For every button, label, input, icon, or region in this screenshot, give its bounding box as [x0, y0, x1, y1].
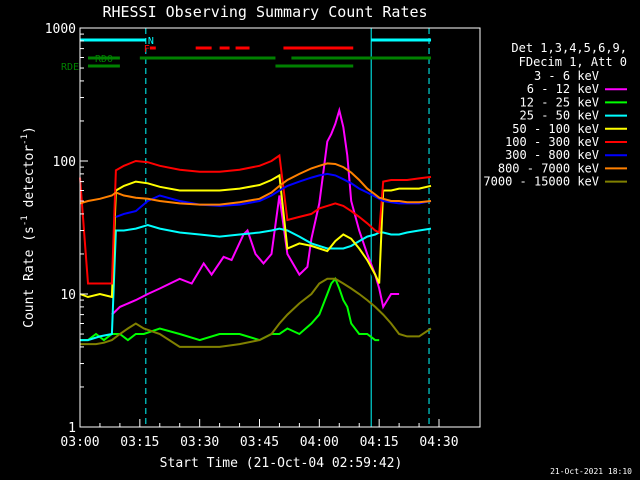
legend-header-line-1: Det 1,3,4,5,6,9,: [511, 41, 627, 55]
timestamp: 21-Oct-2021 18:10: [550, 467, 632, 476]
x-tick-label-2: 03:30: [180, 435, 219, 450]
series-line-7: [79, 162, 432, 206]
series-line-0: [79, 116, 389, 375]
x-axis: 03:00 03:15 03:30 03:45 04:00 04:15 04:30: [60, 419, 459, 450]
legend-label-3: 25 - 50 keV: [520, 109, 599, 123]
y-axis-label-main: Count Rate (s: [22, 226, 37, 328]
y-axis-label-tail: detector: [22, 145, 37, 216]
legend-label-7: 800 - 7000 keV: [498, 161, 599, 175]
series-line-2: [80, 276, 380, 342]
y-axis-label: Count Rate (s-1 detector-1): [20, 126, 37, 328]
y-axis: 1 10 100 1000: [45, 22, 88, 436]
y-tick-label-2: 100: [53, 155, 76, 170]
series-line-4: [79, 173, 432, 299]
segment-label-n: N: [148, 36, 154, 47]
segment-label-f: F: [144, 44, 150, 55]
series-line-5: [79, 153, 432, 285]
plot-frame: [79, 27, 481, 428]
x-tick-label-0: 03:00: [60, 435, 99, 450]
y-tick-label-1: 10: [60, 288, 76, 303]
y-tick-label-0: 1: [68, 421, 76, 436]
y-axis-label-end: ): [22, 126, 37, 134]
plot-area: NF RDO RDE: [61, 28, 432, 427]
x-tick-label-1: 03:15: [120, 435, 159, 450]
legend-label-0: 3 - 6 keV: [534, 69, 599, 83]
series-line-1: [111, 106, 400, 316]
legend-label-2: 12 - 25 keV: [520, 95, 599, 109]
segment-label-rdo: RDO: [95, 54, 113, 65]
legend: Det 1,3,4,5,6,9, FDecim 1, Att 0 3 - 6 k…: [483, 41, 627, 189]
y-axis-label-tail-sup: -1: [20, 134, 30, 145]
x-tick-label-3: 03:45: [240, 435, 279, 450]
chart-title: RHESSI Observing Summary Count Rates: [102, 3, 427, 21]
series-line-8: [80, 277, 432, 348]
legend-label-5: 100 - 300 keV: [505, 135, 599, 149]
x-tick-label-5: 04:15: [360, 435, 399, 450]
legend-label-8: 7000 - 15000 keV: [483, 175, 599, 189]
x-tick-label-4: 04:00: [300, 435, 339, 450]
legend-header-line-2: FDecim 1, Att 0: [519, 55, 627, 69]
y-tick-label-3: 1000: [45, 22, 76, 37]
legend-label-6: 300 - 800 keV: [505, 148, 599, 162]
x-tick-label-6: 04:30: [419, 435, 458, 450]
legend-label-1: 6 - 12 keV: [527, 82, 599, 96]
x-axis-label: Start Time (21-Oct-04 02:59:42): [160, 456, 403, 471]
y-axis-label-sup: -1: [20, 215, 30, 226]
segment-label-rde: RDE: [61, 62, 79, 73]
series-line-6: [115, 172, 432, 218]
legend-label-4: 50 - 100 keV: [512, 122, 599, 136]
